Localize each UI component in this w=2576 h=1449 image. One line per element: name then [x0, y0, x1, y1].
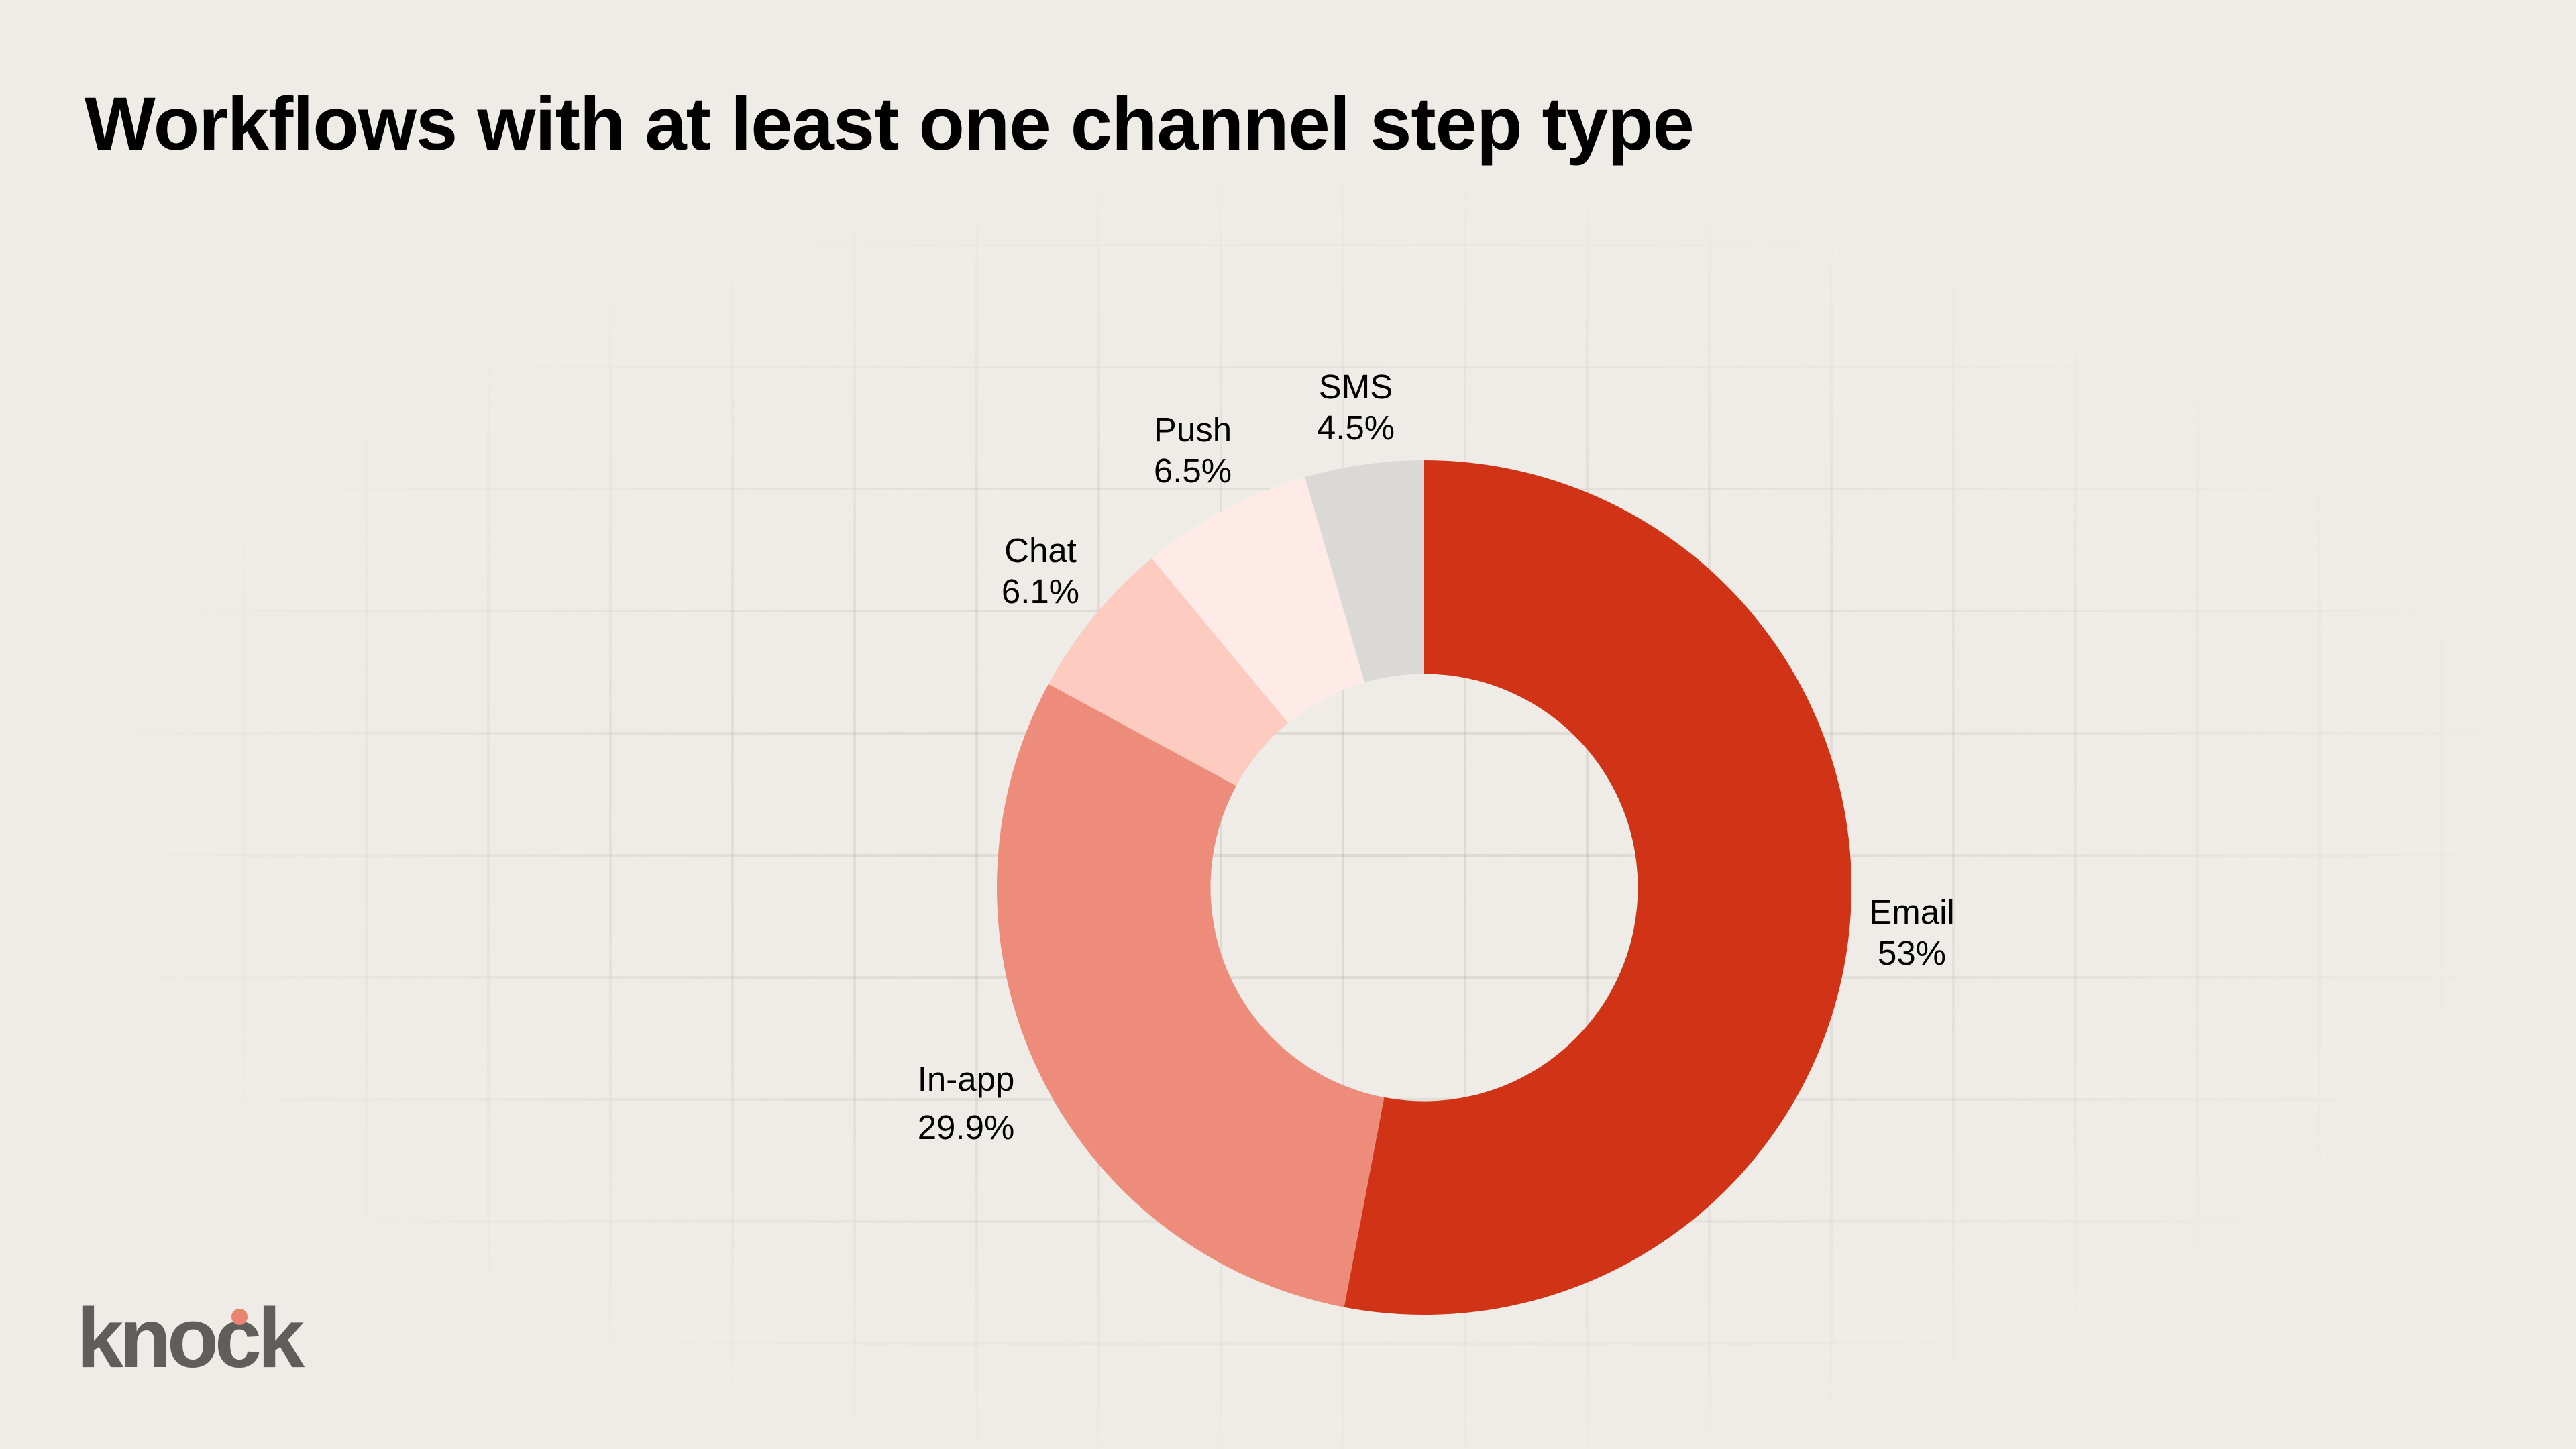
slice-label-email: Email 53%	[1869, 892, 1955, 973]
slice-label-value: 53%	[1877, 934, 1947, 972]
donut-slice-email	[1344, 460, 1852, 1315]
slice-label-inapp: In-app 29.9%	[918, 1059, 1015, 1148]
slice-label-value: 4.5%	[1316, 409, 1395, 447]
knock-logo: knock	[76, 1291, 305, 1385]
slice-label-name: Email	[1869, 893, 1955, 931]
donut-slice-sms	[1305, 460, 1424, 683]
slice-label-name: Chat	[1004, 531, 1077, 570]
slice-label-value: 29.9%	[917, 1108, 1015, 1146]
slice-label-chat: Chat 6.1%	[1002, 530, 1079, 612]
donut-slice-push	[1151, 477, 1365, 723]
donut-slice-chat	[1048, 558, 1288, 786]
chart-title: Workflows with at least one channel step…	[85, 82, 1695, 166]
slice-label-name: Push	[1153, 411, 1232, 449]
slice-label-sms: SMS 4.5%	[1317, 366, 1395, 448]
slice-label-value: 6.1%	[1001, 572, 1080, 610]
donut-slices	[997, 460, 1852, 1315]
slice-label-name: In-app	[917, 1060, 1015, 1098]
slice-label-value: 6.5%	[1153, 451, 1232, 490]
slice-label-name: SMS	[1318, 368, 1393, 406]
slice-label-push: Push 6.5%	[1154, 409, 1232, 491]
donut-slice-inapp	[997, 684, 1385, 1307]
logo-dot-icon	[231, 1309, 248, 1325]
